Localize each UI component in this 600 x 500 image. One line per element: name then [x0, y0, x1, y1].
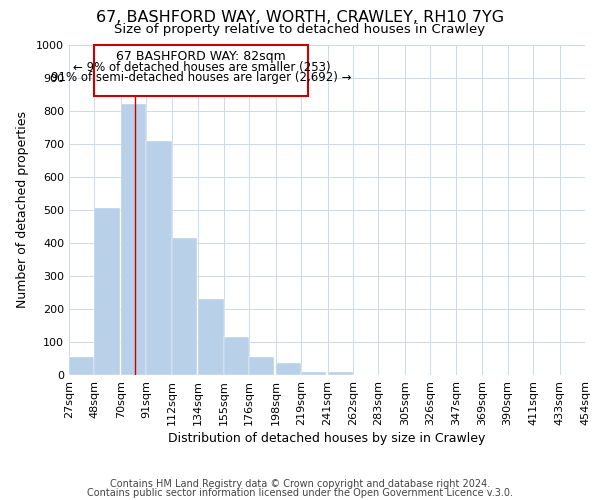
- Text: ← 9% of detached houses are smaller (253): ← 9% of detached houses are smaller (253…: [73, 61, 330, 74]
- Y-axis label: Number of detached properties: Number of detached properties: [16, 112, 29, 308]
- Bar: [199, 299, 224, 375]
- Bar: [94, 208, 120, 375]
- Bar: [249, 357, 274, 375]
- Bar: [172, 238, 197, 375]
- Bar: [146, 140, 172, 375]
- Bar: [224, 337, 249, 375]
- FancyBboxPatch shape: [94, 45, 308, 96]
- Text: Size of property relative to detached houses in Crawley: Size of property relative to detached ho…: [115, 22, 485, 36]
- Text: 91% of semi-detached houses are larger (2,692) →: 91% of semi-detached houses are larger (…: [51, 70, 352, 84]
- X-axis label: Distribution of detached houses by size in Crawley: Distribution of detached houses by size …: [169, 432, 485, 445]
- Bar: [301, 372, 326, 375]
- Bar: [275, 364, 301, 375]
- Text: 67, BASHFORD WAY, WORTH, CRAWLEY, RH10 7YG: 67, BASHFORD WAY, WORTH, CRAWLEY, RH10 7…: [96, 10, 504, 25]
- Text: 67 BASHFORD WAY: 82sqm: 67 BASHFORD WAY: 82sqm: [116, 50, 286, 63]
- Bar: [69, 357, 94, 375]
- Bar: [121, 104, 146, 375]
- Text: Contains public sector information licensed under the Open Government Licence v.: Contains public sector information licen…: [87, 488, 513, 498]
- Bar: [328, 372, 353, 375]
- Text: Contains HM Land Registry data © Crown copyright and database right 2024.: Contains HM Land Registry data © Crown c…: [110, 479, 490, 489]
